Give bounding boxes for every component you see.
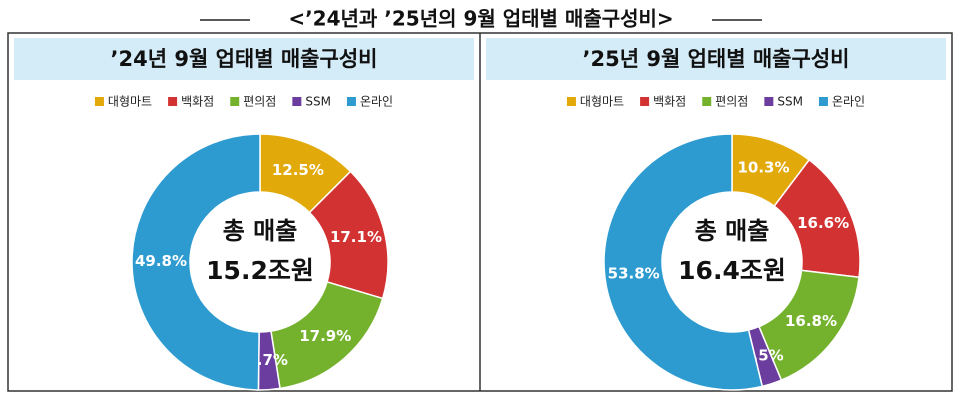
value-label: 17.1% (330, 228, 382, 246)
legend-label: 대형마트 (108, 95, 152, 109)
donut-slice (131, 133, 261, 391)
value-label: 10.3% (737, 159, 789, 177)
value-label: 12.5% (272, 161, 324, 179)
chart-title: ’25년 9월 업태별 매출구성비 (583, 47, 850, 71)
panel-header (14, 38, 474, 80)
center-label: 총 매출 (223, 217, 298, 245)
legend-label: 온라인 (832, 95, 865, 109)
value-label: 49.8% (135, 252, 187, 270)
value-label: 16.8% (785, 312, 837, 330)
legend-swatch (566, 97, 576, 106)
legend-label: 편의점 (243, 95, 276, 109)
legend-swatch (94, 97, 104, 106)
legend-swatch (346, 97, 356, 106)
legend-label: 온라인 (360, 95, 393, 109)
center-value: 15.2조원 (206, 256, 314, 285)
legend-label: 편의점 (715, 95, 748, 109)
legend-label: 백화점 (653, 95, 686, 109)
value-label: 17.9% (299, 327, 351, 345)
legend-swatch (702, 97, 712, 106)
legend-label: 대형마트 (580, 95, 624, 109)
value-label: 53.8% (608, 264, 660, 282)
legend-swatch (292, 97, 302, 106)
center-value: 16.4조원 (678, 256, 786, 285)
center-label: 총 매출 (695, 217, 770, 245)
legend-swatch (168, 97, 178, 106)
main-title: <’24년과 ’25년의 9월 업태별 매출구성비> (288, 7, 673, 31)
legend-label: SSM (305, 95, 331, 109)
legend-label: 백화점 (181, 95, 214, 109)
legend-swatch (640, 97, 650, 106)
legend-swatch (764, 97, 774, 106)
donut-slice (603, 133, 764, 391)
panel-header (486, 38, 946, 80)
legend-swatch (818, 97, 828, 106)
chart-title: ’24년 9월 업태별 매출구성비 (111, 47, 378, 71)
value-label: 16.6% (797, 214, 849, 232)
legend-swatch (230, 97, 240, 106)
legend-label: SSM (777, 95, 803, 109)
